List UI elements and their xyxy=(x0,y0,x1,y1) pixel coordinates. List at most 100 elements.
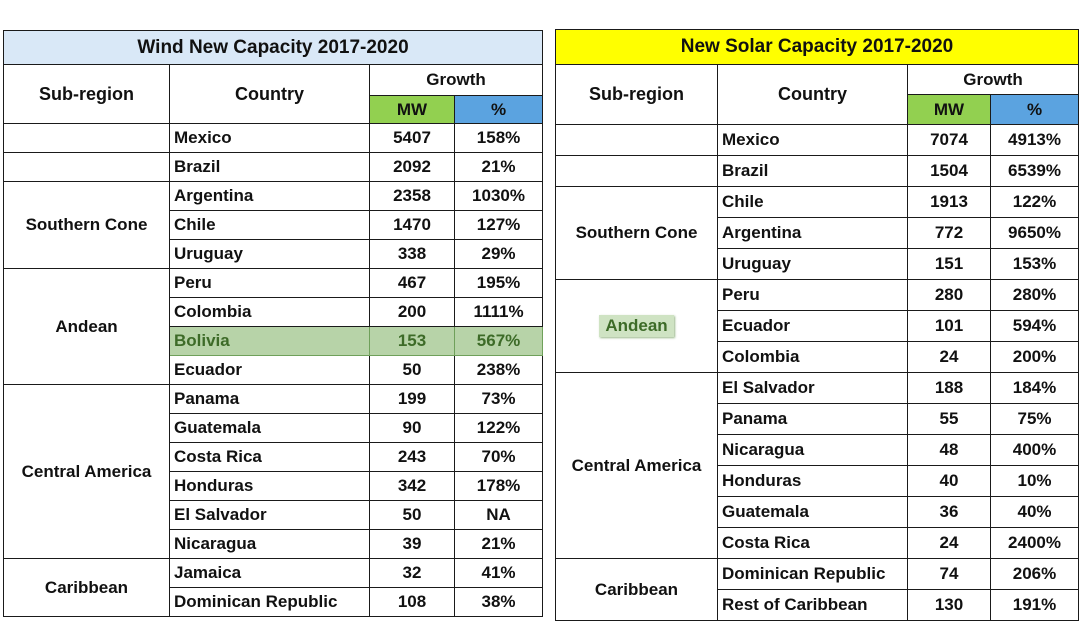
mw-cell: 130 xyxy=(907,589,991,621)
mw-cell: 2092 xyxy=(369,152,455,182)
mw-cell: 342 xyxy=(369,471,455,501)
wind-country-header: Country xyxy=(169,64,370,124)
country-cell: Chile xyxy=(717,186,908,218)
pct-cell: 400% xyxy=(990,434,1079,466)
pct-cell: 73% xyxy=(453,384,544,414)
solar-growth-header: Growth xyxy=(907,64,1079,95)
pct-cell: 6539% xyxy=(990,155,1079,187)
table-row: Mexico 5407 158% xyxy=(3,123,544,153)
pct-cell: 594% xyxy=(990,310,1079,342)
pct-cell: 70% xyxy=(453,442,544,472)
table-row: Honduras 40 10% xyxy=(556,465,1079,497)
mw-cell: 40 xyxy=(907,465,991,497)
country-cell: Argentina xyxy=(717,217,908,249)
mw-cell: 32 xyxy=(369,558,455,588)
pct-cell: 2400% xyxy=(990,527,1079,559)
country-cell: Chile xyxy=(169,210,370,240)
country-cell: Uruguay xyxy=(169,239,370,269)
pct-cell: 567% xyxy=(453,326,544,356)
mw-cell: 200 xyxy=(369,297,455,327)
country-cell: Guatemala xyxy=(717,496,908,528)
table-row: Southern Cone Argentina 2358 1030% xyxy=(3,181,544,269)
country-cell: Honduras xyxy=(169,471,370,501)
table-row: Brazil 1504 6539% xyxy=(555,155,1079,187)
pct-cell: 4913% xyxy=(990,124,1079,156)
region-cell-central-america: Central America xyxy=(555,372,718,559)
table-row: Rest of Caribbean 130 191% xyxy=(556,589,1079,621)
table-row: Andean Peru 280 280% xyxy=(555,279,1079,373)
table-row: Mexico 7074 4913% xyxy=(555,124,1079,156)
pct-cell: 38% xyxy=(453,587,544,617)
country-cell: Colombia xyxy=(169,297,370,327)
table-row: Central America Panama 199 73% xyxy=(3,384,544,559)
country-cell: Dominican Republic xyxy=(717,558,908,590)
andean-region-tag: Andean xyxy=(599,315,674,337)
table-row: Colombia 200 1111% xyxy=(4,297,544,327)
country-cell: Brazil xyxy=(717,155,908,187)
country-cell: Peru xyxy=(169,268,370,298)
country-cell: El Salvador xyxy=(169,500,370,530)
table-row: Chile 1470 127% xyxy=(4,210,544,240)
country-cell: Guatemala xyxy=(169,413,370,443)
country-cell: Bolivia xyxy=(169,326,370,356)
region-cell-southern-cone: Southern Cone xyxy=(555,186,718,280)
pct-cell: 191% xyxy=(990,589,1079,621)
pct-cell: 41% xyxy=(453,558,544,588)
country-cell: Panama xyxy=(169,384,370,414)
pct-cell: 10% xyxy=(990,465,1079,497)
mw-cell: 24 xyxy=(907,527,991,559)
mw-cell: 36 xyxy=(907,496,991,528)
mw-cell: 153 xyxy=(369,326,455,356)
pct-cell: 206% xyxy=(990,558,1079,590)
mw-cell: 280 xyxy=(907,279,991,311)
mw-cell: 24 xyxy=(907,341,991,373)
mw-cell: 1470 xyxy=(369,210,455,240)
pct-cell: 200% xyxy=(990,341,1079,373)
mw-cell: 2358 xyxy=(369,181,455,211)
wind-pct-header: % xyxy=(453,95,544,124)
country-cell: Brazil xyxy=(169,152,370,182)
table-row: Nicaragua 48 400% xyxy=(556,434,1079,466)
mw-cell: 338 xyxy=(369,239,455,269)
mw-cell: 55 xyxy=(907,403,991,435)
mw-cell: 108 xyxy=(369,587,455,617)
pct-cell: 280% xyxy=(990,279,1079,311)
table-row: Ecuador 101 594% xyxy=(556,310,1079,342)
country-cell: Rest of Caribbean xyxy=(717,589,908,621)
country-cell: Costa Rica xyxy=(717,527,908,559)
country-cell: Peru xyxy=(717,279,908,311)
pct-cell: 21% xyxy=(453,152,544,182)
wind-capacity-table: Wind New Capacity 2017-2020 Sub-region C… xyxy=(2,30,544,617)
country-cell: Ecuador xyxy=(717,310,908,342)
table-row: Ecuador 50 238% xyxy=(4,355,544,385)
mw-cell: 1504 xyxy=(907,155,991,187)
table-row: Guatemala 90 122% xyxy=(4,413,544,443)
pct-cell: 153% xyxy=(990,248,1079,280)
country-cell: Ecuador xyxy=(169,355,370,385)
mw-cell: 243 xyxy=(369,442,455,472)
table-row: Central America El Salvador 188 184% xyxy=(555,372,1079,559)
pct-cell: 29% xyxy=(453,239,544,269)
pct-cell: 21% xyxy=(453,529,544,559)
country-cell: Dominican Republic xyxy=(169,587,370,617)
mw-cell: 39 xyxy=(369,529,455,559)
pct-cell: 75% xyxy=(990,403,1079,435)
table-row: Argentina 772 9650% xyxy=(556,217,1079,249)
mw-cell: 50 xyxy=(369,355,455,385)
pct-cell: 1030% xyxy=(453,181,544,211)
region-cell-caribbean: Caribbean xyxy=(555,558,718,621)
wind-table-title: Wind New Capacity 2017-2020 xyxy=(2,30,544,65)
solar-subregion-header: Sub-region xyxy=(555,64,718,125)
pct-cell: 184% xyxy=(990,372,1079,404)
solar-mw-header: MW xyxy=(907,94,991,125)
table-row: Costa Rica 24 2400% xyxy=(556,527,1079,559)
country-cell: Mexico xyxy=(169,123,370,153)
mw-cell: 101 xyxy=(907,310,991,342)
country-cell: Panama xyxy=(717,403,908,435)
pct-cell: 1111% xyxy=(453,297,544,327)
table-row: Uruguay 338 29% xyxy=(4,239,544,269)
pct-cell: 40% xyxy=(990,496,1079,528)
country-cell: Costa Rica xyxy=(169,442,370,472)
solar-pct-header: % xyxy=(990,94,1079,125)
mw-cell: 467 xyxy=(369,268,455,298)
